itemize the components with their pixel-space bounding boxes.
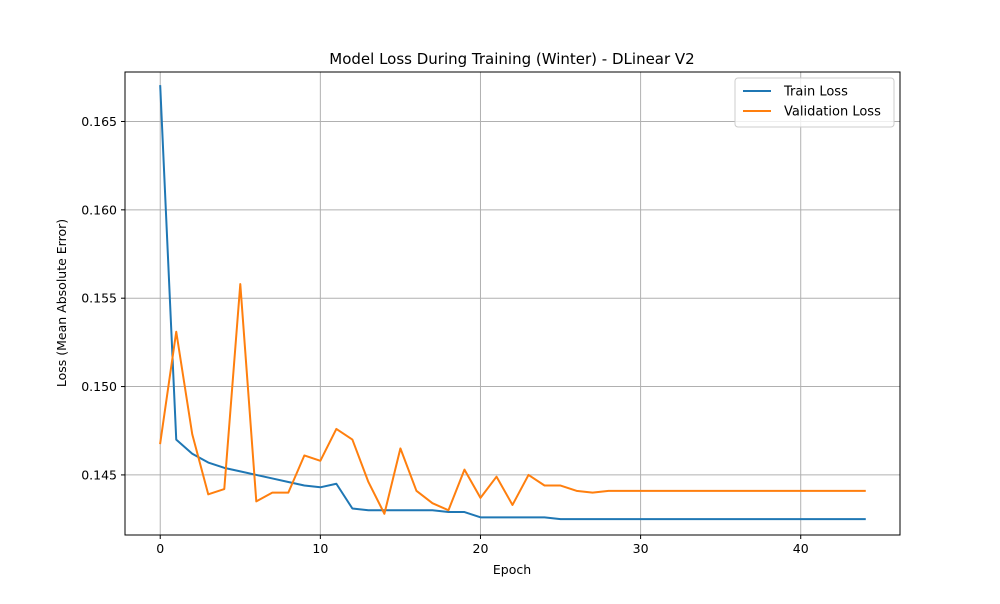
x-axis-label: Epoch xyxy=(493,562,531,577)
y-tick-label: 0.155 xyxy=(81,291,117,306)
y-tick-label: 0.165 xyxy=(81,114,117,129)
x-tick-label: 30 xyxy=(633,541,649,556)
legend-label-train-loss: Train Loss xyxy=(783,85,848,100)
x-tick-label: 40 xyxy=(793,541,809,556)
x-tick-label: 20 xyxy=(473,541,489,556)
legend-label-validation-loss: Validation Loss xyxy=(784,105,881,120)
y-tick-label: 0.160 xyxy=(81,202,117,217)
x-tick-label: 10 xyxy=(312,541,328,556)
y-tick-label: 0.145 xyxy=(81,467,117,482)
chart-title: Model Loss During Training (Winter) - DL… xyxy=(329,50,694,68)
y-tick-label: 0.150 xyxy=(81,379,117,394)
legend: Train Loss Validation Loss xyxy=(735,78,894,127)
x-tick-label: 0 xyxy=(156,541,164,556)
y-axis-label: Loss (Mean Absolute Error) xyxy=(54,219,69,387)
